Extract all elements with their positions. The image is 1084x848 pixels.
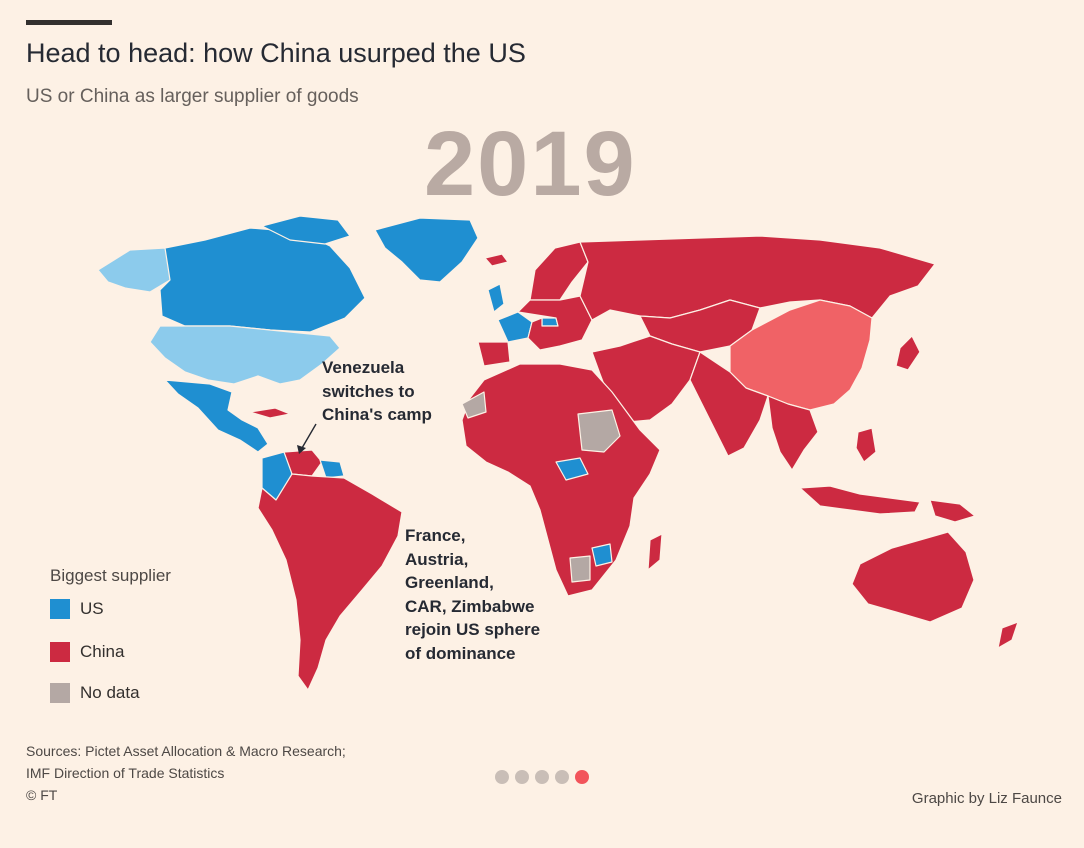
japan — [895, 335, 921, 371]
venezuela-annotation-line-1: Venezuela — [322, 358, 405, 377]
chart-subtitle: US or China as larger supplier of goods — [26, 86, 359, 107]
guyanas — [319, 459, 345, 479]
papua — [929, 499, 976, 523]
sudan — [577, 409, 621, 453]
page-dot-4[interactable] — [555, 770, 569, 784]
greenland — [374, 217, 479, 283]
sources-line-2: IMF Direction of Trade Statistics — [26, 765, 225, 781]
venezuela-pointer — [297, 423, 317, 454]
legend-title: Biggest supplier — [50, 566, 171, 585]
sources-line-1: Sources: Pictet Asset Allocation & Macro… — [26, 743, 346, 759]
botswana — [569, 555, 591, 583]
austria — [541, 317, 559, 327]
philippines — [855, 427, 877, 463]
legend-item-no-data: No data — [50, 682, 140, 704]
page-dot-3[interactable] — [535, 770, 549, 784]
venezuela-annotation-line-3: China's camp — [322, 405, 432, 424]
scandinavia — [529, 241, 589, 301]
iceland — [484, 253, 509, 267]
copyright: © FT — [26, 787, 58, 803]
western-sahara — [461, 391, 487, 419]
graphic-credit: Graphic by Liz Faunce — [911, 790, 1062, 807]
legend-swatch-no-data — [50, 683, 70, 703]
rejoin-annotation: France, Austria, Greenland, CAR, Zimbabw… — [405, 524, 540, 665]
madagascar — [647, 533, 663, 571]
europe — [517, 295, 593, 351]
legend-item-china: China — [50, 641, 124, 663]
legend-label-no-data: No data — [80, 683, 140, 702]
australia — [851, 531, 975, 623]
pagination-dots — [495, 770, 589, 784]
usa — [149, 325, 341, 385]
zimbabwe — [591, 543, 613, 567]
venezuela-annotation-line-2: switches to — [322, 381, 415, 401]
central-african-republic — [555, 457, 589, 481]
new-zealand — [997, 621, 1019, 649]
canada — [159, 227, 366, 333]
south-america — [257, 473, 403, 691]
india — [689, 351, 769, 457]
sources: Sources: Pictet Asset Allocation & Macro… — [26, 740, 346, 806]
rejoin-annotation-line-3: Greenland, — [405, 573, 494, 592]
legend-item-us: US — [50, 598, 104, 620]
header-rule — [26, 20, 112, 25]
arctic-islands — [261, 215, 351, 245]
year-label: 2019 — [424, 113, 637, 215]
rejoin-annotation-line-2: Austria, — [405, 549, 469, 569]
indonesia — [799, 485, 921, 515]
rejoin-annotation-line-1: France, — [405, 526, 466, 545]
page-dot-5[interactable] — [575, 770, 589, 784]
mexico — [164, 379, 269, 453]
legend-label-china: China — [80, 642, 125, 661]
rejoin-annotation-line-4: CAR, Zimbabwe — [405, 596, 535, 616]
page-dot-2[interactable] — [515, 770, 529, 784]
venezuela-annotation: Venezuela switches to China's camp — [322, 356, 432, 427]
chart-title: Head to head: how China usurped the US — [26, 38, 526, 68]
uk — [487, 283, 505, 313]
page-dot-1[interactable] — [495, 770, 509, 784]
legend-swatch-us — [50, 599, 70, 619]
cuba — [249, 407, 291, 419]
iberia — [477, 341, 511, 367]
venezuela — [283, 449, 323, 477]
legend-swatch-china — [50, 642, 70, 662]
france — [497, 311, 533, 343]
rejoin-annotation-line-5: rejoin US sphere — [405, 620, 541, 639]
legend-label-us: US — [80, 599, 104, 618]
rejoin-annotation-line-6: of dominance — [405, 643, 516, 663]
se-asia — [767, 395, 819, 471]
